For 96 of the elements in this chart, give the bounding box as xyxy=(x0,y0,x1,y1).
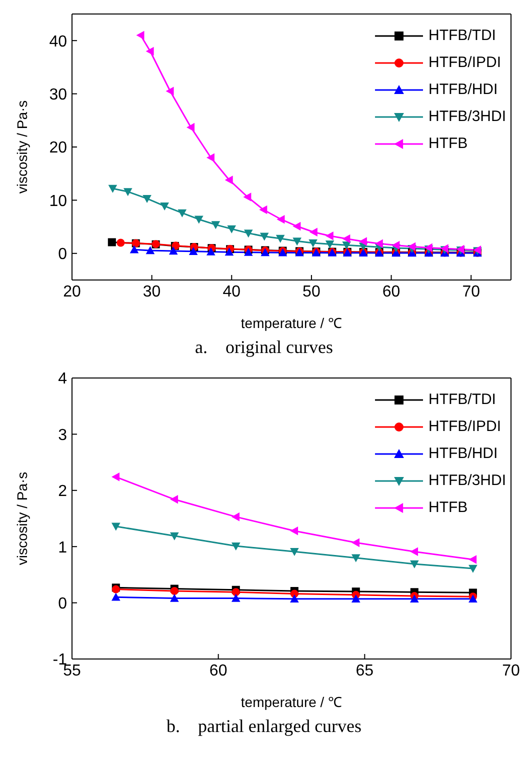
point xyxy=(142,195,152,204)
point xyxy=(130,245,139,254)
y-tick-label: 2 xyxy=(58,483,68,500)
point xyxy=(358,237,367,246)
point xyxy=(410,560,419,568)
legend-label: HTFB xyxy=(428,135,468,152)
point xyxy=(108,238,116,246)
y-tick-label: 3 xyxy=(58,426,68,444)
legend-label: HTFB/TDI xyxy=(428,391,496,408)
point xyxy=(170,494,178,504)
y-tick-label: 10 xyxy=(49,192,68,210)
point xyxy=(170,532,179,540)
point xyxy=(168,246,178,255)
point xyxy=(260,232,269,241)
legend-label: HTFB/HDI xyxy=(428,81,498,98)
y-axis-title: viscosity / Pa·s xyxy=(14,472,30,566)
point xyxy=(290,594,299,602)
point xyxy=(309,228,318,237)
point xyxy=(351,538,360,548)
point xyxy=(112,592,120,601)
point xyxy=(468,564,478,573)
legend-label: HTFB/TDI xyxy=(428,27,496,44)
point xyxy=(308,239,318,248)
point xyxy=(231,512,240,522)
x-tick-label: 60 xyxy=(209,662,228,680)
point xyxy=(392,240,400,250)
point xyxy=(408,242,416,251)
point xyxy=(108,184,118,193)
point xyxy=(342,234,350,244)
y-tick-label: 0 xyxy=(58,595,68,612)
point xyxy=(166,86,174,96)
x-axis-title: temperature / ℃ xyxy=(240,315,342,331)
y-tick-label: 0 xyxy=(58,246,68,264)
point xyxy=(374,239,383,248)
point xyxy=(424,243,432,252)
point xyxy=(292,238,302,246)
point xyxy=(112,472,120,482)
point xyxy=(276,234,285,243)
point xyxy=(290,526,298,536)
point xyxy=(206,153,214,162)
y-tick-label: 1 xyxy=(58,539,68,556)
point xyxy=(243,192,252,202)
y-axis-title: viscosity / Pa·s xyxy=(14,100,30,194)
legend-label: HTFB/3HDI xyxy=(428,108,506,125)
point xyxy=(136,30,144,40)
point xyxy=(325,240,334,248)
x-tick-label: 70 xyxy=(502,662,520,680)
point xyxy=(342,242,351,250)
point xyxy=(188,246,198,255)
point xyxy=(276,214,285,224)
x-tick-label: 50 xyxy=(302,283,320,300)
x-tick-label: 30 xyxy=(142,283,161,300)
point xyxy=(468,555,477,564)
legend-label: HTFB xyxy=(428,499,468,516)
point xyxy=(351,554,360,562)
point xyxy=(351,594,360,602)
point xyxy=(410,547,418,556)
point xyxy=(116,238,125,247)
x-tick-label: 40 xyxy=(222,283,241,300)
point xyxy=(292,222,301,231)
point xyxy=(146,46,154,56)
text: b. partial enlarged curves xyxy=(165,716,363,737)
point xyxy=(178,209,187,218)
point xyxy=(259,205,268,214)
x-axis-title: temperature / ℃ xyxy=(240,694,342,710)
point xyxy=(112,522,120,531)
point xyxy=(231,542,240,550)
x-tick-label: 65 xyxy=(356,662,374,680)
legend-label: HTFB/3HDI xyxy=(428,472,506,489)
legend-label: HTFB/IPDI xyxy=(428,418,501,435)
y-tick-label: 20 xyxy=(49,140,68,157)
point xyxy=(232,588,240,596)
point xyxy=(170,594,179,602)
y-tick-label: 40 xyxy=(49,33,68,50)
point xyxy=(290,548,299,556)
point xyxy=(244,230,253,238)
point xyxy=(170,587,178,595)
point xyxy=(160,202,169,210)
point xyxy=(224,176,233,184)
point xyxy=(123,188,132,196)
legend-label: HTFB/IPDI xyxy=(428,54,501,71)
y-tick-label: 4 xyxy=(58,370,68,388)
point xyxy=(206,247,216,256)
point xyxy=(325,231,334,240)
y-tick-label: 30 xyxy=(49,86,68,104)
point xyxy=(146,246,155,254)
point xyxy=(224,248,234,256)
point xyxy=(194,216,204,224)
x-tick-label: 70 xyxy=(462,283,480,300)
point xyxy=(211,221,220,230)
x-tick-label: 60 xyxy=(382,283,400,300)
text: a. original curves xyxy=(194,337,334,358)
point xyxy=(227,225,236,234)
point xyxy=(231,594,240,602)
legend-label: HTFB/HDI xyxy=(428,445,498,462)
point xyxy=(186,122,195,132)
